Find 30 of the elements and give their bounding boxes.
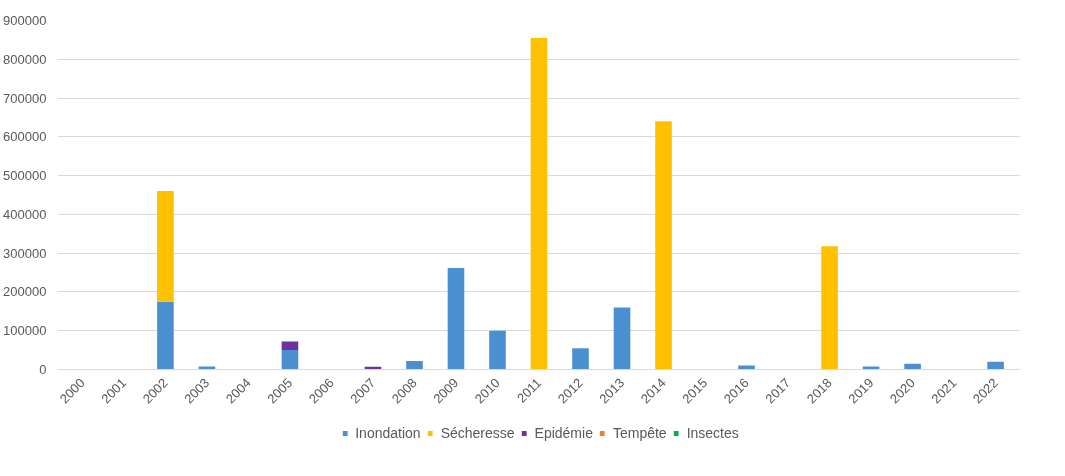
y-tick-label: 200000 — [3, 284, 47, 300]
bar — [655, 121, 672, 370]
bar — [157, 301, 174, 370]
legend-label: Inondation — [355, 424, 421, 441]
y-tick-label: 100000 — [3, 323, 47, 339]
y-tick-label: 700000 — [3, 90, 47, 106]
y-tick-label: 300000 — [3, 245, 47, 261]
y-tick-label: 400000 — [3, 206, 47, 222]
bar — [489, 330, 506, 370]
bar — [613, 307, 631, 370]
legend-label: Sécheresse — [440, 424, 515, 441]
bar — [821, 246, 838, 370]
y-tick-label: 900000 — [3, 13, 47, 28]
y-tick-label: 600000 — [3, 129, 47, 145]
legend-label: Insectes — [686, 424, 739, 441]
y-tick-label: 500000 — [3, 168, 47, 184]
bar — [281, 341, 299, 351]
y-tick-label: 0 — [39, 362, 47, 377]
bar — [281, 350, 299, 370]
bar — [447, 267, 465, 370]
bar — [987, 361, 1004, 370]
bar — [862, 366, 880, 370]
bar — [157, 191, 174, 302]
bar — [572, 348, 589, 370]
y-tick-label: 800000 — [3, 51, 47, 67]
bar — [198, 366, 216, 370]
bar — [530, 37, 548, 370]
legend-label: Tempête — [612, 424, 667, 441]
bar — [406, 360, 423, 370]
legend-label: Epidémie — [534, 424, 593, 441]
